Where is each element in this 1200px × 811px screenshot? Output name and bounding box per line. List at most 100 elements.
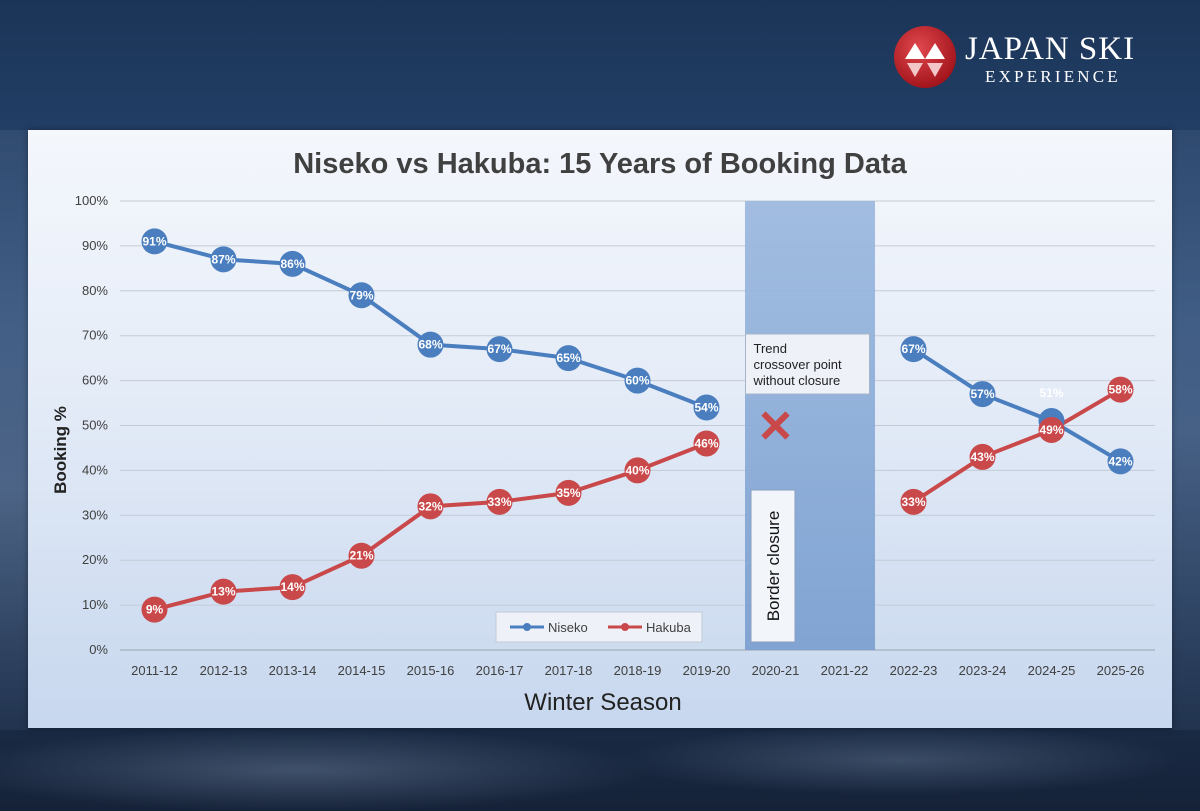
data-point bbox=[1107, 376, 1134, 403]
y-tick-label: 60% bbox=[82, 373, 108, 388]
y-tick-label: 40% bbox=[82, 462, 108, 477]
data-point bbox=[900, 488, 927, 515]
data-label: 13% bbox=[211, 585, 235, 599]
x-tick-label: 2020-21 bbox=[752, 663, 800, 678]
legend: Niseko Hakuba bbox=[495, 611, 703, 643]
data-label: 91% bbox=[142, 234, 166, 248]
x-tick-label: 2016-17 bbox=[476, 663, 524, 678]
markers-hakuba: 9% 13% 14% 21% 32% 33% 35% 40% 46% 33% 43% 49% 58% bbox=[141, 376, 1134, 623]
crossover-x-marker bbox=[761, 411, 790, 440]
annotation-box bbox=[745, 333, 870, 395]
logo-mountain-icon bbox=[894, 26, 956, 88]
x-tick-label: 2017-18 bbox=[545, 663, 593, 678]
border-closure-label-box bbox=[750, 489, 796, 643]
y-tick-label: 100% bbox=[75, 193, 109, 208]
data-label: 49% bbox=[1039, 423, 1063, 437]
data-label: 67% bbox=[901, 342, 925, 356]
series-group: 91%87% 86%79%68% 67%65%60%54%67%57% 51%42%9… bbox=[141, 228, 1134, 623]
data-point bbox=[348, 542, 375, 569]
data-label: 9% bbox=[146, 603, 164, 617]
data-label: 86% bbox=[280, 257, 304, 271]
chart-title: Niseko vs Hakuba: 15 Years of Booking Da… bbox=[293, 148, 907, 180]
data-label: 43% bbox=[970, 450, 994, 464]
shaded-region: Border closure bbox=[745, 201, 875, 650]
data-point bbox=[141, 228, 168, 255]
data-point bbox=[486, 336, 513, 363]
data-label: 54% bbox=[694, 401, 718, 415]
data-label: 79% bbox=[349, 288, 373, 302]
y-tick-label: 10% bbox=[82, 597, 108, 612]
x-tick-label: 2024-25 bbox=[1028, 663, 1076, 678]
x-tick-label: 2012-13 bbox=[200, 663, 248, 678]
y-axis-ticks: 0% 10% 20% 30% 40% 50% 60% 70% 80% 90% 100% bbox=[75, 193, 109, 657]
data-point bbox=[1107, 448, 1134, 475]
y-tick-label: 30% bbox=[82, 507, 108, 522]
data-point bbox=[210, 578, 237, 605]
x-tick-label: 2015-16 bbox=[407, 663, 455, 678]
line-chart: Niseko vs Hakuba: 15 Years of Booking Da… bbox=[51, 148, 1155, 716]
legend-label: Niseko bbox=[548, 620, 588, 635]
data-label: 14% bbox=[280, 580, 304, 594]
y-tick-label: 0% bbox=[89, 642, 108, 657]
data-point bbox=[900, 336, 927, 363]
data-point bbox=[555, 479, 582, 506]
data-point bbox=[555, 345, 582, 372]
series-line bbox=[153, 239, 708, 410]
data-label: 35% bbox=[556, 486, 580, 500]
data-point bbox=[969, 443, 996, 470]
data-label: 65% bbox=[556, 351, 580, 365]
data-label: 60% bbox=[625, 374, 649, 388]
annotation-text: crossover point bbox=[754, 357, 843, 372]
data-label: 33% bbox=[901, 495, 925, 509]
x-axis-title: Winter Season bbox=[524, 689, 681, 716]
data-label: 32% bbox=[418, 499, 442, 513]
markers-niseko: 91% 87% 86% 79% 68% 67% 65% 60% 54% 67% 57% 51% 42% bbox=[141, 228, 1134, 475]
series-line bbox=[912, 387, 1122, 504]
brand-line-2: EXPERIENCE bbox=[985, 67, 1121, 86]
data-label: 68% bbox=[418, 338, 442, 352]
data-label: 21% bbox=[349, 549, 373, 563]
background-right-edge bbox=[1172, 130, 1200, 730]
data-label: 58% bbox=[1108, 383, 1132, 397]
data-point bbox=[210, 246, 237, 273]
x-tick-label: 2018-19 bbox=[614, 663, 662, 678]
y-tick-label: 20% bbox=[82, 552, 108, 567]
gridlines bbox=[120, 200, 1155, 651]
data-point bbox=[624, 457, 651, 484]
annotation-text: without closure bbox=[753, 373, 841, 388]
legend-label: Hakuba bbox=[646, 620, 692, 635]
y-tick-label: 80% bbox=[82, 283, 108, 298]
data-point bbox=[417, 493, 444, 520]
x-tick-label: 2013-14 bbox=[269, 663, 317, 678]
series-line bbox=[912, 347, 1122, 464]
data-label: 67% bbox=[487, 342, 511, 356]
data-point bbox=[969, 381, 996, 408]
chart-panel: Niseko vs Hakuba: 15 Years of Booking Da… bbox=[28, 130, 1172, 728]
legend-marker bbox=[523, 623, 531, 631]
border-closure-label: Border closure bbox=[764, 511, 783, 622]
legend-marker bbox=[621, 623, 629, 631]
y-tick-label: 70% bbox=[82, 328, 108, 343]
y-tick-label: 90% bbox=[82, 238, 108, 253]
data-point bbox=[1038, 416, 1065, 443]
x-tick-label: 2022-23 bbox=[890, 663, 938, 678]
x-tick-label: 2025-26 bbox=[1097, 663, 1145, 678]
x-axis-ticks: 2011-12 2012-13 2013-14 2014-15 2015-16 2016-… bbox=[131, 663, 1144, 678]
y-tick-label: 50% bbox=[82, 418, 108, 433]
data-point bbox=[693, 394, 720, 421]
data-point bbox=[693, 430, 720, 457]
x-tick-label: 2019-20 bbox=[683, 663, 731, 678]
data-label: 33% bbox=[487, 495, 511, 509]
x-tick-label: 2011-12 bbox=[131, 663, 178, 678]
data-label: 42% bbox=[1108, 454, 1132, 468]
data-label: 46% bbox=[694, 436, 718, 450]
data-point bbox=[279, 250, 306, 277]
brand-logo[interactable]: JAPAN SKI EXPERIENCE bbox=[893, 25, 1153, 95]
data-point bbox=[624, 367, 651, 394]
series-line bbox=[153, 441, 708, 612]
annotation-text: Trend bbox=[754, 341, 787, 356]
data-label: 87% bbox=[211, 252, 235, 266]
data-label: 57% bbox=[970, 387, 994, 401]
x-tick-label: 2023-24 bbox=[959, 663, 1007, 678]
